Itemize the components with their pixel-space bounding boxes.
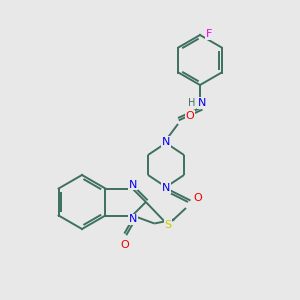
Text: N: N [162, 183, 170, 193]
Text: F: F [206, 29, 212, 39]
Text: S: S [164, 220, 172, 230]
Text: O: O [120, 241, 129, 250]
Text: N: N [129, 214, 138, 224]
Text: O: O [194, 193, 202, 203]
Text: N: N [129, 179, 138, 190]
Text: N: N [162, 137, 170, 147]
Text: N: N [198, 98, 206, 108]
Text: O: O [186, 111, 194, 121]
Text: H: H [188, 98, 196, 108]
